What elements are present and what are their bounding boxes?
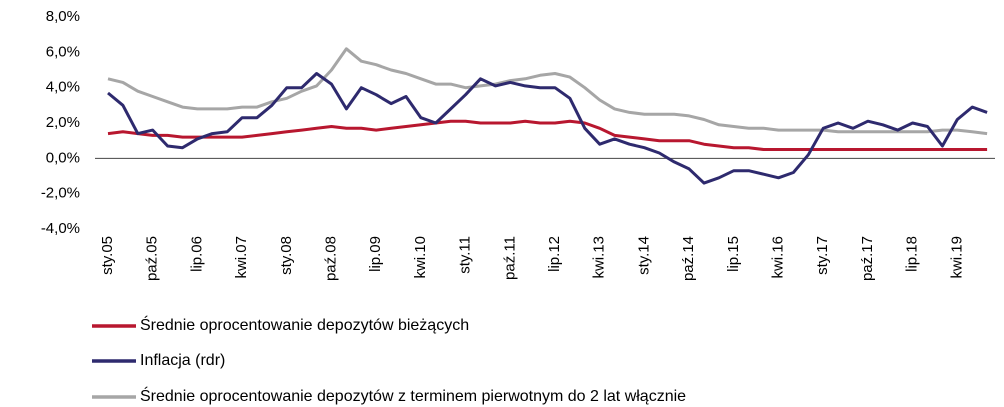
x-tick-label: lip.18 [904, 236, 921, 272]
y-tick-label: 6,0% [46, 43, 80, 60]
x-tick-label: kwi.13 [591, 236, 608, 279]
x-tick-label: kwi.07 [233, 236, 250, 279]
legend-label: Średnie oprocentowanie depozytów bieżący… [140, 315, 469, 334]
x-tick-label: lip.15 [725, 236, 742, 272]
x-tick-label: lip.09 [367, 236, 384, 272]
x-tick-label: sty.14 [635, 236, 652, 275]
x-tick-label: paź.17 [859, 236, 876, 281]
x-tick-label: paź.08 [322, 236, 339, 281]
y-tick-label: -4,0% [41, 220, 80, 237]
x-tick-label: lip.12 [546, 236, 563, 272]
y-tick-label: 0,0% [46, 149, 80, 166]
x-tick-label: sty.11 [457, 236, 474, 274]
y-tick-label: -2,0% [41, 185, 80, 202]
legend-label: Średnie oprocentowanie depozytów z termi… [140, 386, 686, 405]
x-tick-label: sty.17 [814, 236, 831, 275]
series-line [107, 47, 988, 136]
x-tick-label: paź.14 [680, 236, 697, 281]
x-tick-label: lip.06 [188, 236, 205, 272]
x-tick-label: paź.11 [501, 236, 518, 280]
x-tick-label: kwi.19 [948, 236, 965, 279]
x-tick-label: kwi.16 [769, 236, 786, 279]
x-tick-label: sty.08 [278, 236, 295, 275]
series-line [107, 72, 988, 185]
y-tick-label: 4,0% [46, 79, 80, 96]
x-tick-label: kwi.10 [412, 236, 429, 279]
legend-label: Inflacja (rdr) [140, 352, 225, 369]
series-line [107, 119, 988, 151]
x-tick-label: paź.05 [144, 236, 161, 281]
y-tick-label: 2,0% [46, 114, 80, 131]
x-tick-label: sty.05 [99, 236, 116, 275]
y-tick-label: 8,0% [46, 8, 80, 25]
